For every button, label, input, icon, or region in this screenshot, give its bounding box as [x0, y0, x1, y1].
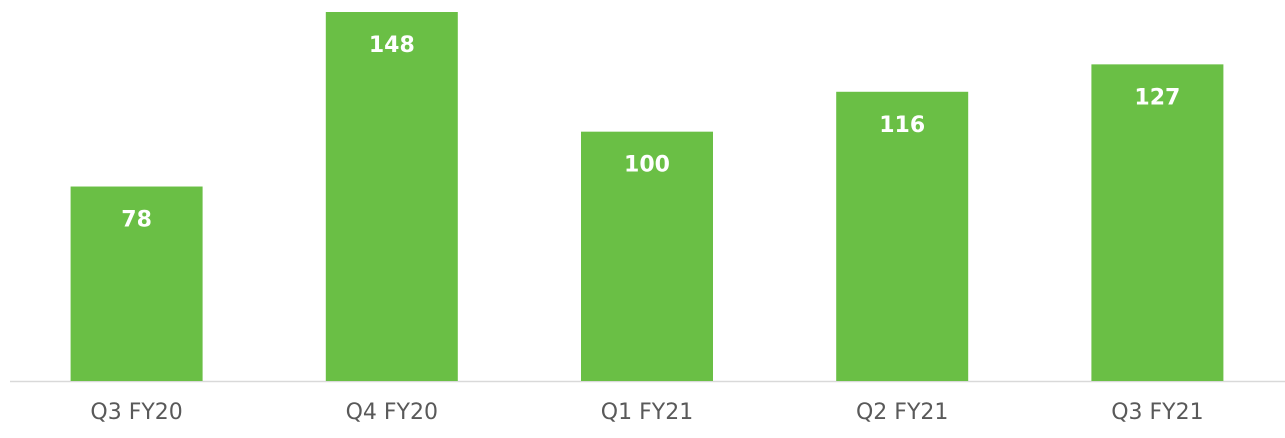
bar	[581, 131, 713, 381]
x-tick-label: Q3 FY21	[1111, 400, 1203, 425]
x-tick-label: Q2 FY21	[856, 400, 948, 425]
bar	[836, 91, 969, 381]
data-label: 148	[369, 33, 415, 58]
bar	[325, 12, 458, 381]
data-label: 116	[879, 113, 925, 138]
data-label: 78	[121, 208, 152, 233]
x-tick-label: Q1 FY21	[601, 400, 693, 425]
data-label: 100	[624, 153, 670, 178]
bar	[70, 186, 203, 381]
x-tick-label: Q4 FY20	[346, 400, 438, 425]
bar	[1091, 64, 1224, 382]
x-tick-label: Q3 FY20	[90, 400, 182, 425]
data-label: 127	[1134, 85, 1180, 110]
